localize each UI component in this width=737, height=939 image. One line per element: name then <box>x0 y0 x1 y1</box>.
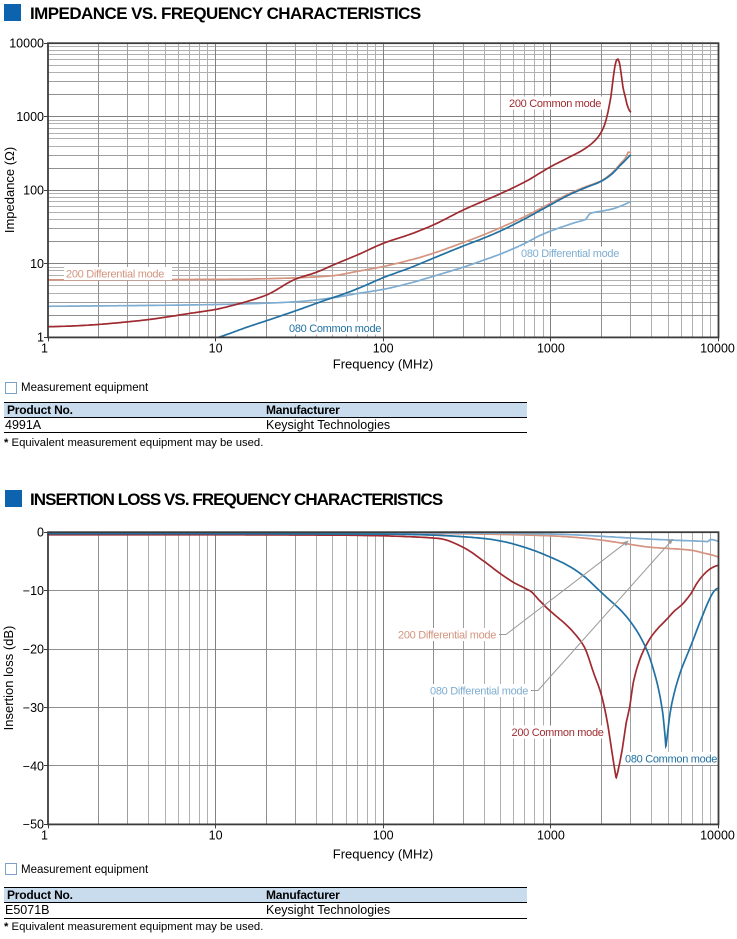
svg-text:10: 10 <box>209 342 223 356</box>
svg-text:1: 1 <box>41 342 48 356</box>
svg-text:1000: 1000 <box>537 342 565 356</box>
svg-text:1000: 1000 <box>16 110 44 124</box>
svg-text:200 Differential mode: 200 Differential mode <box>66 268 164 280</box>
svg-text:−10: −10 <box>23 584 44 598</box>
svg-text:1: 1 <box>41 828 48 842</box>
svg-text:100: 100 <box>23 184 44 198</box>
svg-text:Frequency (MHz): Frequency (MHz) <box>333 846 433 861</box>
svg-text:10000: 10000 <box>700 828 735 842</box>
svg-text:Impedance (Ω): Impedance (Ω) <box>2 147 17 233</box>
svg-text:200 Common mode: 200 Common mode <box>509 98 601 110</box>
svg-text:200 Differential mode: 200 Differential mode <box>398 629 496 641</box>
svg-text:10000: 10000 <box>9 37 44 51</box>
svg-text:0: 0 <box>37 526 44 540</box>
svg-text:10: 10 <box>209 828 223 842</box>
svg-text:080 Differential mode: 080 Differential mode <box>430 685 528 697</box>
svg-text:100: 100 <box>373 828 394 842</box>
svg-text:080 Common mode: 080 Common mode <box>289 323 381 335</box>
svg-text:−20: −20 <box>23 642 44 656</box>
svg-text:1000: 1000 <box>537 828 565 842</box>
svg-text:080 Common mode: 080 Common mode <box>625 753 717 765</box>
svg-text:−50: −50 <box>23 818 44 832</box>
svg-text:1: 1 <box>37 331 44 345</box>
svg-text:200 Common mode: 200 Common mode <box>512 727 604 739</box>
svg-text:100: 100 <box>373 342 394 356</box>
svg-text:10000: 10000 <box>700 342 735 356</box>
svg-text:Insertion loss (dB): Insertion loss (dB) <box>1 626 16 731</box>
svg-text:10: 10 <box>30 257 44 271</box>
svg-text:Frequency (MHz): Frequency (MHz) <box>333 357 433 372</box>
svg-text:−30: −30 <box>23 701 44 715</box>
svg-text:−40: −40 <box>23 759 44 773</box>
svg-text:080 Differential mode: 080 Differential mode <box>521 248 619 260</box>
